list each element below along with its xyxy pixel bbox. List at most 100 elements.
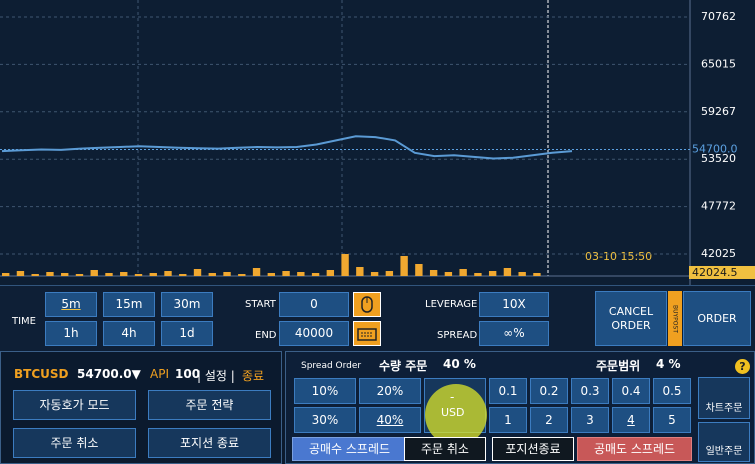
pct-button[interactable]: 30% xyxy=(294,407,356,433)
range-button[interactable]: 0.2 xyxy=(530,378,568,404)
volume-bar xyxy=(75,274,84,276)
pct-button[interactable]: 40% xyxy=(359,407,421,433)
pct-button[interactable]: 20% xyxy=(359,378,421,404)
long-spread-button[interactable]: 공매수 스프레드 xyxy=(292,437,407,461)
volume-bar xyxy=(164,271,172,276)
time-button[interactable]: 4h xyxy=(103,321,155,346)
time-button[interactable]: 5m xyxy=(45,292,97,317)
cancel-button[interactable]: 주문 취소 xyxy=(13,428,136,458)
volume-bar xyxy=(370,272,379,276)
mouse-icon[interactable] xyxy=(353,292,381,317)
auto-quote-button[interactable]: 자동호가 모드 xyxy=(13,390,136,420)
volume-bar xyxy=(503,268,512,276)
price-chart: 03-10 15:50 42024.5 70762 65015 59267 53520… xyxy=(0,0,755,285)
volume-bar xyxy=(459,269,467,276)
volume-bar xyxy=(429,270,438,276)
volume-bar xyxy=(223,272,231,276)
volume-bar xyxy=(356,267,364,276)
volume-bar xyxy=(474,273,482,276)
start-input[interactable]: 0 xyxy=(279,292,349,317)
y-tick-label: 53520 xyxy=(701,152,736,165)
volume-bar xyxy=(341,254,349,276)
volume-bar xyxy=(518,272,526,276)
icon xyxy=(361,296,373,313)
volume-bar xyxy=(2,273,10,276)
click-highlight xyxy=(425,384,487,446)
volume-bar xyxy=(90,270,98,276)
volume-bar xyxy=(311,273,320,276)
spread-button[interactable]: ∞% xyxy=(479,321,549,346)
volume-bar xyxy=(120,272,128,276)
help-icon[interactable]: ? xyxy=(735,359,750,374)
y-tick-label: 65015 xyxy=(701,57,736,70)
volume-bar xyxy=(444,272,453,276)
currency: USD xyxy=(441,406,465,419)
y-tick-label: 70762 xyxy=(701,10,736,23)
exit-link[interactable]: 종료 xyxy=(242,369,265,383)
volume-bar xyxy=(105,273,113,276)
volume-bar xyxy=(179,274,187,276)
volume-bar xyxy=(61,273,69,276)
volume-bar xyxy=(16,271,25,276)
qty-value: 40 % xyxy=(443,357,476,371)
range-button[interactable]: 0.3 xyxy=(571,378,609,404)
low-marker-box xyxy=(689,266,755,279)
label: START xyxy=(245,299,276,310)
close-position-button[interactable]: 포지션 종료 xyxy=(148,428,271,458)
end-input[interactable]: 40000 xyxy=(279,321,349,346)
buypost-tag: BUYPOST xyxy=(668,291,682,346)
range-button[interactable]: 0.5 xyxy=(653,378,691,404)
pct-button[interactable]: 10% xyxy=(294,378,356,404)
price: 54700.0▼ xyxy=(77,367,141,381)
y-tick-label: 59267 xyxy=(701,105,736,118)
icon xyxy=(357,328,377,341)
volume-bar xyxy=(415,264,423,276)
volume-bar xyxy=(282,271,290,276)
cancel-order-button[interactable]: CANCEL ORDER xyxy=(595,291,667,346)
volume-bar xyxy=(149,273,157,276)
currency-dash: - xyxy=(450,390,455,404)
volume-bar xyxy=(385,271,394,276)
control-bar: TIME 5m 15m 30m 1h 4h 1d START 0 END 400… xyxy=(0,285,755,351)
close-position-button[interactable]: 포지션종료 xyxy=(492,437,574,461)
range-button[interactable]: 5 xyxy=(653,407,691,433)
volume-bar xyxy=(488,271,497,276)
strategy-button[interactable]: 주문 전략 xyxy=(148,390,271,420)
label: TIME xyxy=(12,316,37,327)
volume-bar xyxy=(326,270,335,276)
chart-order-tab[interactable]: 차트주문 xyxy=(698,377,750,419)
volume-bar xyxy=(267,273,275,276)
range-button[interactable]: 0.4 xyxy=(612,378,650,404)
api-label: API xyxy=(150,367,169,381)
range-button[interactable]: 2 xyxy=(530,407,568,433)
time-button[interactable]: 15m xyxy=(103,292,155,317)
order-button[interactable]: ORDER xyxy=(683,291,751,346)
range-button[interactable]: 1 xyxy=(489,407,527,433)
volume-bar xyxy=(46,272,54,276)
settings-link[interactable]: | 설정 | xyxy=(197,369,235,383)
keyboard-icon[interactable] xyxy=(353,321,381,346)
time-button[interactable]: 1h xyxy=(45,321,97,346)
range-button[interactable]: 4 xyxy=(612,407,650,433)
range-button[interactable]: 0.1 xyxy=(489,378,527,404)
price-line xyxy=(1,135,573,160)
order-panel: Spread Order 수량 주문 40 % 주문범위 4 % ? 10% 2… xyxy=(285,351,755,464)
range-value: 4 % xyxy=(656,357,681,371)
label: END xyxy=(255,330,277,341)
qty-label: 수량 주문 xyxy=(379,359,428,373)
range-button[interactable]: 3 xyxy=(571,407,609,433)
low-marker: 42024.5 xyxy=(692,266,738,279)
normal-order-tab[interactable]: 일반주문 xyxy=(698,422,750,462)
volume-bar xyxy=(533,273,541,276)
volume-bar xyxy=(238,274,246,276)
leverage-button[interactable]: 10X xyxy=(479,292,549,317)
cancel-button[interactable]: 주문 취소 xyxy=(404,437,486,461)
cursor-time: 03-10 15:50 xyxy=(585,250,652,263)
short-spread-button[interactable]: 공매도 스프레드 xyxy=(577,437,692,461)
time-button[interactable]: 30m xyxy=(161,292,213,317)
volume-bar xyxy=(208,273,216,276)
volume-bar xyxy=(193,269,202,276)
symbol: BTCUSD xyxy=(14,367,69,381)
time-button[interactable]: 1d xyxy=(161,321,213,346)
